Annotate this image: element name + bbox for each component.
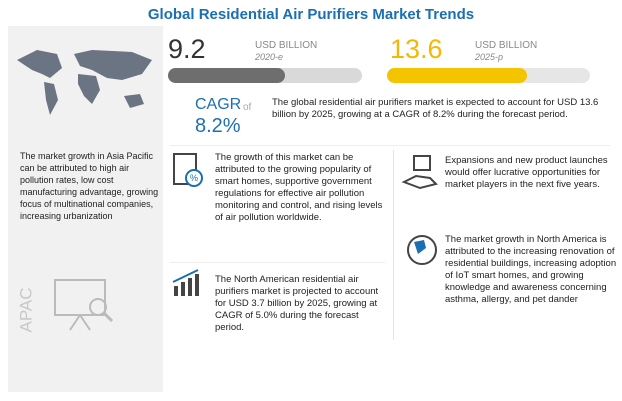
regulation-icon: % xyxy=(173,153,203,187)
region-label: APAC xyxy=(16,287,36,333)
bar-track xyxy=(168,68,362,83)
divider xyxy=(170,145,610,146)
stat-unit: USD BILLION xyxy=(255,40,318,51)
block-text: The market growth in North America is at… xyxy=(445,234,617,305)
growth-icon xyxy=(172,269,199,296)
cagr-of: of xyxy=(243,102,252,113)
block-text: The North American residential air purif… xyxy=(215,274,379,333)
divider xyxy=(393,150,394,340)
divider xyxy=(170,262,385,263)
stat-year: 2025-p xyxy=(475,52,504,62)
product-icon xyxy=(401,155,438,190)
stat-year: 2020-e xyxy=(255,52,284,62)
stat-value: 9.2 xyxy=(168,34,206,64)
block-text: Expansions and new product launches woul… xyxy=(445,155,608,190)
cagr-text: The global residential air purifiers mar… xyxy=(272,97,599,120)
world-map xyxy=(17,50,152,115)
svg-text:%: % xyxy=(190,173,198,183)
title: Global Residential Air Purifiers Market … xyxy=(147,6,475,23)
bar-track xyxy=(387,68,590,83)
globe-icon xyxy=(407,235,437,265)
block-text: The growth of this market can be attribu… xyxy=(215,152,383,223)
cagr-label: CAGR xyxy=(195,96,242,113)
cagr-value: 8.2% xyxy=(195,115,241,137)
region-text: The market growth in Asia Pacific can be… xyxy=(20,151,159,221)
analysis-icon xyxy=(54,279,114,331)
stat-unit: USD BILLION xyxy=(475,40,538,51)
stat-value: 13.6 xyxy=(390,34,443,64)
